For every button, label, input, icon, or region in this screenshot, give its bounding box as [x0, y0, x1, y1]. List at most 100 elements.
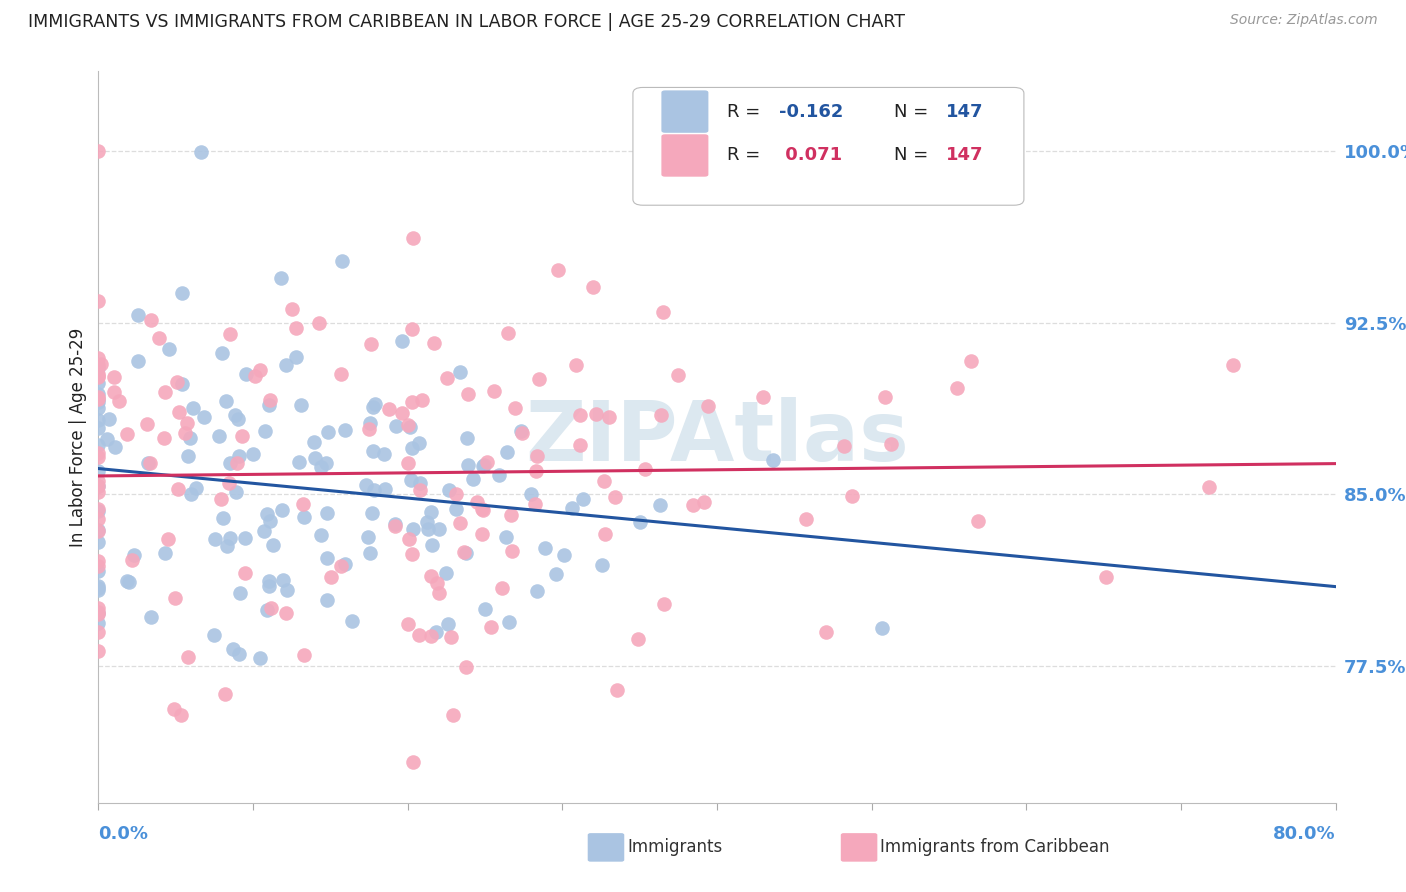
Point: [598, 410, 620, 425]
Point: [496, 326, 519, 340]
Point: [650, 408, 672, 422]
Text: 147: 147: [946, 146, 983, 164]
Point: [391, 334, 413, 348]
Point: [87, 401, 110, 415]
Point: [408, 435, 430, 450]
Point: [87, 387, 110, 401]
Point: [880, 436, 903, 450]
FancyBboxPatch shape: [661, 135, 709, 177]
Point: [593, 527, 616, 541]
Point: [281, 302, 304, 317]
Point: [357, 530, 380, 544]
Point: [87, 413, 110, 427]
Point: [1095, 570, 1118, 584]
Point: [284, 350, 307, 364]
Point: [103, 385, 125, 400]
Point: [316, 550, 339, 565]
Point: [87, 512, 110, 526]
Point: [87, 606, 110, 620]
Point: [153, 431, 176, 445]
Point: [170, 707, 193, 722]
Point: [208, 429, 231, 443]
Point: [87, 358, 110, 372]
Point: [425, 625, 447, 640]
Point: [361, 443, 384, 458]
Text: R =: R =: [727, 103, 766, 120]
Point: [153, 384, 176, 399]
Point: [87, 368, 110, 383]
Point: [441, 707, 464, 722]
Point: [127, 308, 149, 322]
Point: [378, 402, 401, 417]
Point: [233, 531, 256, 545]
Point: [408, 628, 430, 642]
Point: [256, 507, 278, 521]
Point: [505, 401, 527, 416]
Point: [87, 644, 110, 658]
Point: [330, 559, 353, 574]
Point: [170, 376, 193, 391]
Point: [398, 532, 420, 546]
Point: [873, 390, 896, 404]
Point: [87, 390, 110, 404]
Point: [98, 412, 121, 426]
Point: [302, 434, 325, 449]
Text: 0.0%: 0.0%: [98, 825, 149, 843]
Point: [174, 426, 197, 441]
Point: [457, 458, 479, 473]
Point: [87, 534, 110, 549]
Point: [259, 579, 281, 593]
Point: [163, 591, 186, 605]
Point: [228, 412, 250, 426]
Point: [249, 651, 271, 665]
Point: [870, 621, 893, 635]
Point: [456, 431, 478, 445]
Point: [169, 404, 191, 418]
Point: [209, 491, 232, 506]
Point: [243, 369, 266, 384]
Point: [436, 371, 458, 385]
Point: [520, 486, 543, 500]
Point: [87, 582, 110, 597]
Point: [396, 417, 419, 432]
Point: [585, 407, 607, 421]
Point: [181, 401, 204, 415]
Point: [582, 279, 605, 293]
Point: [960, 354, 983, 368]
Point: [627, 632, 650, 647]
Point: [628, 515, 651, 529]
Point: [271, 573, 294, 587]
Point: [359, 546, 381, 560]
Point: [434, 566, 457, 581]
Point: [373, 447, 395, 461]
Point: [967, 514, 990, 528]
Point: [510, 425, 533, 440]
Point: [402, 522, 425, 536]
Point: [179, 431, 201, 445]
Point: [217, 539, 239, 553]
Point: [794, 512, 817, 526]
Point: [87, 558, 110, 573]
Point: [423, 336, 446, 351]
Point: [401, 441, 423, 455]
Point: [176, 649, 198, 664]
Point: [547, 263, 569, 277]
Point: [87, 564, 110, 578]
Point: [231, 429, 253, 443]
Point: [316, 425, 339, 439]
Point: [115, 427, 138, 442]
Point: [471, 527, 494, 541]
Point: [693, 495, 716, 509]
Point: [87, 624, 110, 639]
Point: [561, 500, 583, 515]
Point: [832, 439, 855, 453]
Point: [249, 362, 271, 376]
Point: [652, 597, 675, 611]
Text: Immigrants from Caribbean: Immigrants from Caribbean: [880, 838, 1109, 856]
Point: [259, 392, 281, 407]
Text: N =: N =: [894, 103, 934, 120]
Point: [465, 494, 488, 508]
Point: [104, 440, 127, 454]
Point: [172, 286, 194, 301]
Point: [193, 409, 215, 424]
